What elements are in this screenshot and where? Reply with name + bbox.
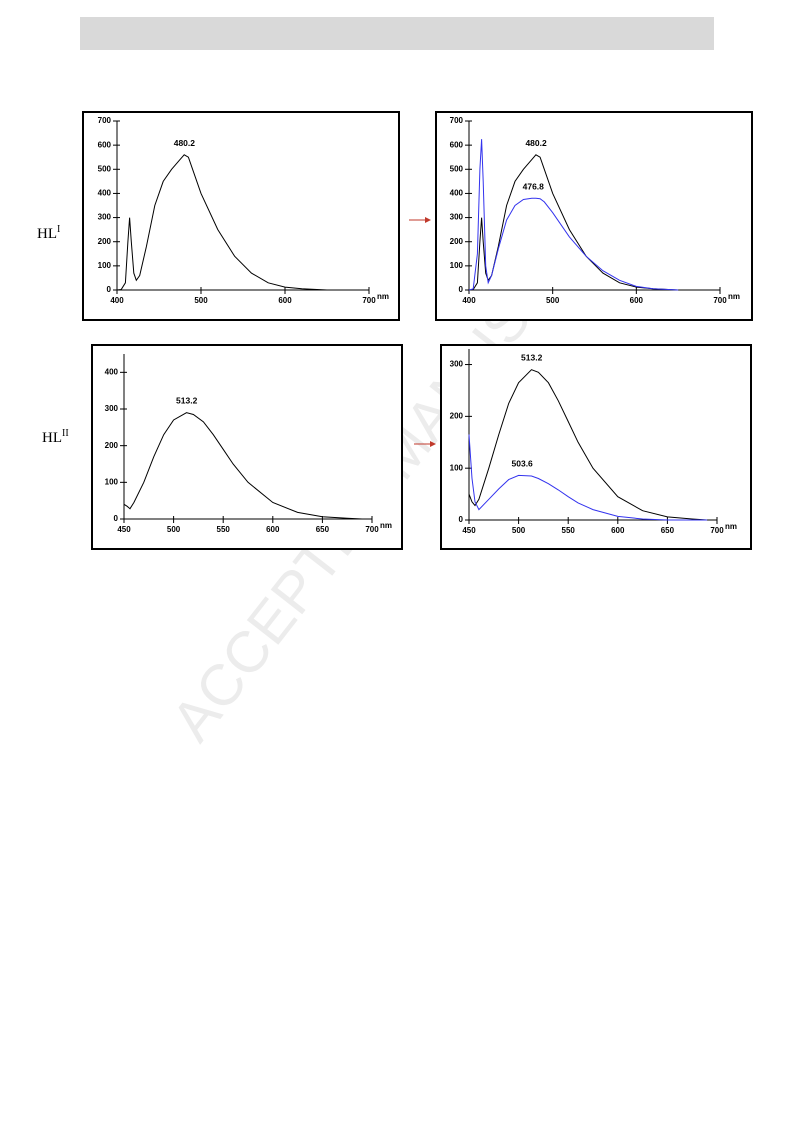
x-unit: nm xyxy=(380,521,392,530)
y-tick-label: 300 xyxy=(450,360,464,369)
row-label: HLI xyxy=(37,224,60,242)
chart-frame xyxy=(82,111,400,321)
peak-label: 513.2 xyxy=(176,396,198,406)
x-tick-label: 500 xyxy=(194,296,208,305)
series-line xyxy=(468,434,708,521)
y-tick-label: 500 xyxy=(98,164,112,173)
chart: 0 100 200 300 400 450 500 550 600 650 700 nm 513.2 xyxy=(91,344,403,550)
x-tick-label: 700 xyxy=(362,296,376,305)
y-tick-label: 0 xyxy=(459,515,464,524)
y-tick-label: 200 xyxy=(450,237,464,246)
x-tick-label: 600 xyxy=(611,526,625,535)
y-tick-label: 200 xyxy=(450,411,464,420)
series-line xyxy=(468,154,679,291)
x-tick-label: 600 xyxy=(278,296,292,305)
x-tick-label: 600 xyxy=(266,525,280,534)
y-tick-label: 600 xyxy=(98,140,112,149)
x-tick-label: 450 xyxy=(462,526,476,535)
y-tick-label: 0 xyxy=(114,514,119,523)
y-tick-label: 700 xyxy=(450,116,464,125)
series-line xyxy=(468,369,708,521)
x-tick-label: 650 xyxy=(661,526,675,535)
arrow xyxy=(414,441,436,447)
chart: 0 100 200 300 450 500 550 600 650 700 nm 513.2 503.6 xyxy=(440,344,752,550)
peak-label: 513.2 xyxy=(521,353,543,363)
header-bar xyxy=(80,17,714,50)
peak-label: 480.2 xyxy=(525,138,547,148)
chart-frame xyxy=(91,344,403,550)
x-unit: nm xyxy=(377,292,389,301)
chart-frame xyxy=(440,344,752,550)
y-tick-label: 400 xyxy=(450,189,464,198)
series-line xyxy=(468,139,679,291)
y-tick-label: 100 xyxy=(450,261,464,270)
series-line xyxy=(123,412,363,520)
x-tick-label: 700 xyxy=(713,296,727,305)
peak-label: 503.6 xyxy=(512,458,534,468)
y-tick-label: 200 xyxy=(105,441,119,450)
y-tick-label: 700 xyxy=(98,116,112,125)
y-tick-label: 100 xyxy=(450,463,464,472)
y-tick-label: 500 xyxy=(450,164,464,173)
peak-label: 476.8 xyxy=(523,181,545,191)
x-tick-label: 500 xyxy=(512,526,526,535)
row-label-sup: I xyxy=(57,224,60,235)
x-tick-label: 600 xyxy=(630,296,644,305)
series-line xyxy=(116,154,328,291)
row-label-base: HL xyxy=(37,226,57,242)
x-tick-label: 650 xyxy=(316,525,330,534)
row-label: HLII xyxy=(42,428,69,446)
x-unit: nm xyxy=(728,292,740,301)
row-label-sup: II xyxy=(62,428,69,439)
y-tick-label: 400 xyxy=(105,367,119,376)
y-tick-label: 300 xyxy=(98,213,112,222)
row-label-base: HL xyxy=(42,430,62,446)
y-tick-label: 400 xyxy=(98,189,112,198)
x-tick-label: 450 xyxy=(117,525,131,534)
peak-label: 480.2 xyxy=(174,138,196,148)
y-tick-label: 300 xyxy=(450,213,464,222)
x-tick-label: 400 xyxy=(110,296,124,305)
y-tick-label: 0 xyxy=(107,285,112,294)
y-tick-label: 200 xyxy=(98,237,112,246)
x-unit: nm xyxy=(725,522,737,531)
x-tick-label: 500 xyxy=(546,296,560,305)
x-tick-label: 400 xyxy=(462,296,476,305)
x-tick-label: 550 xyxy=(562,526,576,535)
y-tick-label: 0 xyxy=(459,285,464,294)
y-tick-label: 100 xyxy=(105,477,119,486)
x-tick-label: 700 xyxy=(710,526,724,535)
x-tick-label: 700 xyxy=(365,525,379,534)
x-tick-label: 500 xyxy=(167,525,181,534)
y-tick-label: 600 xyxy=(450,140,464,149)
arrow xyxy=(409,217,431,223)
x-tick-label: 550 xyxy=(217,525,231,534)
y-tick-label: 300 xyxy=(105,404,119,413)
chart-frame xyxy=(435,111,753,321)
y-tick-label: 100 xyxy=(98,261,112,270)
